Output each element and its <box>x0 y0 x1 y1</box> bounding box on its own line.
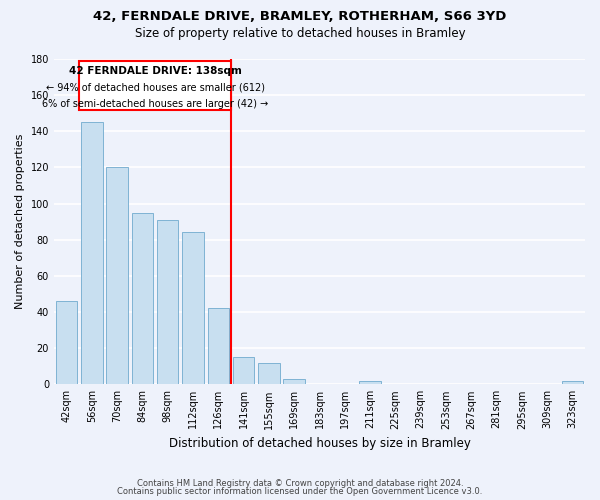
Bar <box>208 308 229 384</box>
Bar <box>106 168 128 384</box>
X-axis label: Distribution of detached houses by size in Bramley: Distribution of detached houses by size … <box>169 437 470 450</box>
Bar <box>56 301 77 384</box>
Bar <box>157 220 178 384</box>
Text: Contains public sector information licensed under the Open Government Licence v3: Contains public sector information licen… <box>118 488 482 496</box>
Text: Contains HM Land Registry data © Crown copyright and database right 2024.: Contains HM Land Registry data © Crown c… <box>137 478 463 488</box>
Y-axis label: Number of detached properties: Number of detached properties <box>15 134 25 310</box>
Text: Size of property relative to detached houses in Bramley: Size of property relative to detached ho… <box>134 28 466 40</box>
Bar <box>233 357 254 384</box>
Text: 6% of semi-detached houses are larger (42) →: 6% of semi-detached houses are larger (4… <box>42 98 268 108</box>
FancyBboxPatch shape <box>79 61 231 110</box>
Bar <box>182 232 204 384</box>
Bar <box>81 122 103 384</box>
Bar <box>359 380 381 384</box>
Bar <box>258 362 280 384</box>
Text: 42, FERNDALE DRIVE, BRAMLEY, ROTHERHAM, S66 3YD: 42, FERNDALE DRIVE, BRAMLEY, ROTHERHAM, … <box>94 10 506 23</box>
Bar <box>283 379 305 384</box>
Text: 42 FERNDALE DRIVE: 138sqm: 42 FERNDALE DRIVE: 138sqm <box>68 66 242 76</box>
Bar <box>131 212 153 384</box>
Text: ← 94% of detached houses are smaller (612): ← 94% of detached houses are smaller (61… <box>46 82 265 92</box>
Bar <box>562 380 583 384</box>
